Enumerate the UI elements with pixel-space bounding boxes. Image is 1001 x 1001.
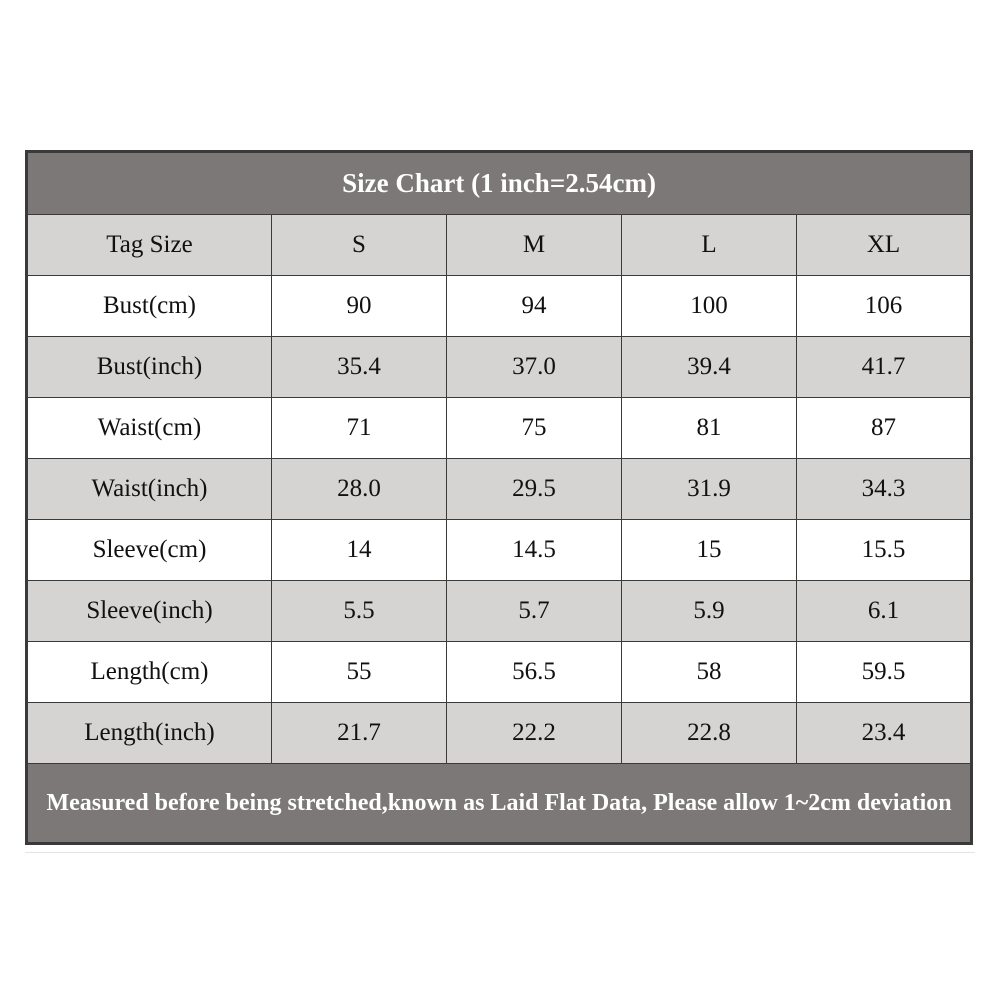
row-label: Sleeve(cm) (26, 519, 272, 581)
cell-value: 81 (621, 397, 797, 459)
title-row: Size Chart (1 inch=2.54cm) (25, 151, 973, 215)
cell-value: 28.0 (271, 458, 447, 520)
row-label: Length(inch) (26, 702, 272, 764)
cell-value: 41.7 (795, 336, 973, 398)
row-label: Length(cm) (26, 641, 272, 703)
cell-value: 59.5 (795, 641, 973, 703)
cell-value: 35.4 (271, 336, 447, 398)
cell-value: 15.5 (795, 519, 973, 581)
row-label: Sleeve(inch) (26, 580, 272, 642)
header-size-s: S (271, 214, 447, 276)
measurement-note: Measured before being stretched,known as… (25, 763, 973, 844)
header-size-l: L (621, 214, 797, 276)
header-row: Tag Size S M L XL (26, 214, 973, 276)
row-label: Bust(inch) (26, 336, 272, 398)
cell-value: 15 (621, 519, 797, 581)
row-label: Waist(cm) (26, 397, 272, 459)
cell-value: 75 (446, 397, 622, 459)
size-chart-table: Size Chart (1 inch=2.54cm) Tag Size S M … (25, 150, 974, 845)
cell-value: 58 (621, 641, 797, 703)
row-label: Bust(cm) (26, 275, 272, 337)
cell-value: 31.9 (621, 458, 797, 520)
table-row: Bust(inch) 35.4 37.0 39.4 41.7 (26, 336, 973, 398)
cell-value: 106 (795, 275, 973, 337)
cell-value: 5.9 (621, 580, 797, 642)
row-label: Waist(inch) (26, 458, 272, 520)
cell-value: 23.4 (795, 702, 973, 764)
cell-value: 5.5 (271, 580, 447, 642)
cell-value: 71 (271, 397, 447, 459)
cell-value: 6.1 (795, 580, 973, 642)
table-row: Sleeve(cm) 14 14.5 15 15.5 (26, 519, 973, 581)
cell-value: 14 (271, 519, 447, 581)
table-row: Length(inch) 21.7 22.2 22.8 23.4 (26, 702, 973, 764)
cell-value: 56.5 (446, 641, 622, 703)
cell-value: 29.5 (446, 458, 622, 520)
divider (25, 852, 975, 859)
table-row: Waist(cm) 71 75 81 87 (26, 397, 973, 459)
cell-value: 14.5 (446, 519, 622, 581)
table-row: Length(cm) 55 56.5 58 59.5 (26, 641, 973, 703)
cell-value: 22.8 (621, 702, 797, 764)
cell-value: 90 (271, 275, 447, 337)
header-label: Tag Size (26, 214, 272, 276)
note-row: Measured before being stretched,known as… (25, 763, 973, 844)
cell-value: 100 (621, 275, 797, 337)
cell-value: 94 (446, 275, 622, 337)
cell-value: 34.3 (795, 458, 973, 520)
cell-value: 21.7 (271, 702, 447, 764)
cell-value: 55 (271, 641, 447, 703)
table-row: Sleeve(inch) 5.5 5.7 5.9 6.1 (26, 580, 973, 642)
size-chart-title: Size Chart (1 inch=2.54cm) (25, 151, 973, 215)
table-row: Waist(inch) 28.0 29.5 31.9 34.3 (26, 458, 973, 520)
cell-value: 37.0 (446, 336, 622, 398)
header-size-m: M (446, 214, 622, 276)
table-row: Bust(cm) 90 94 100 106 (26, 275, 973, 337)
cell-value: 22.2 (446, 702, 622, 764)
cell-value: 39.4 (621, 336, 797, 398)
cell-value: 5.7 (446, 580, 622, 642)
header-size-xl: XL (795, 214, 973, 276)
cell-value: 87 (795, 397, 973, 459)
